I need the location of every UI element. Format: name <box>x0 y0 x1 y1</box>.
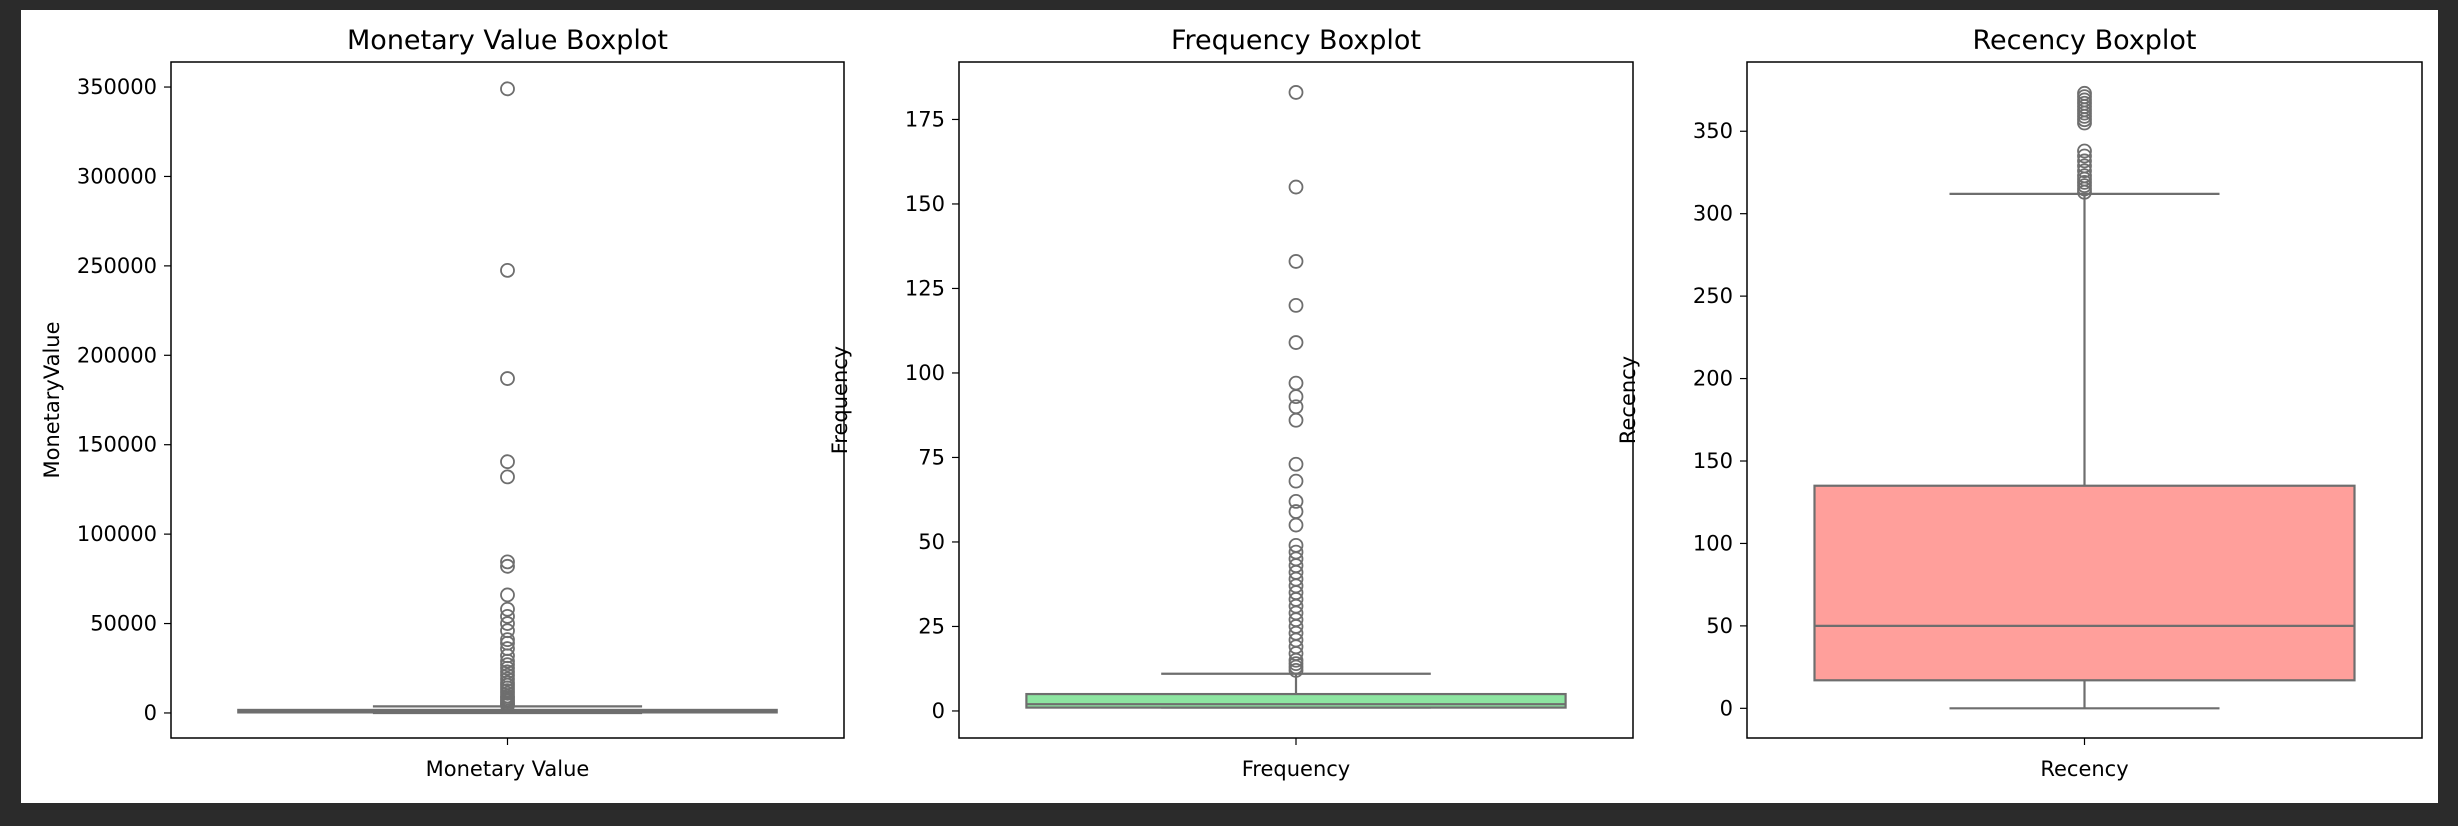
outlier-point <box>1288 297 1304 313</box>
boxplot-figure: Monetary Value Boxplot 0 50000 100000 150000… <box>40 25 2423 781</box>
outlier-point <box>500 554 515 570</box>
y-tick-label: 175 <box>905 107 945 131</box>
y-tick-label: 150 <box>1693 449 1733 473</box>
outlier-point <box>1288 663 1304 678</box>
y-tick-label: 75 <box>918 445 945 469</box>
plot-frame <box>1746 61 2423 739</box>
outlier-point <box>500 632 515 648</box>
y-tick-label: 50 <box>918 530 945 554</box>
outlier-point <box>1288 412 1304 428</box>
plot-frame <box>958 61 1634 739</box>
outlier-point <box>500 660 515 676</box>
y-tick-label: 25 <box>918 614 945 638</box>
outlier-point <box>2077 163 2092 179</box>
y-tick-label: 200 <box>1693 367 1733 391</box>
y-tick-label: 350 <box>1693 119 1733 143</box>
y-tick-label: 300000 <box>77 164 157 188</box>
outlier-point <box>500 454 515 470</box>
outlier-point <box>2077 115 2092 131</box>
y-tick-label: 0 <box>1720 696 1733 720</box>
y-tick-label: 0 <box>932 699 945 723</box>
outlier-point <box>500 698 515 713</box>
boxplot-panel-2: Frequency Boxplot 0 25 50 75 100 125 150 175 Freq… <box>828 25 1634 781</box>
y-tick-label: 0 <box>144 701 157 725</box>
outlier-point <box>500 657 515 673</box>
y-tick-label: 350000 <box>77 75 157 99</box>
outlier-point <box>1288 493 1304 509</box>
y-tick-label: 250000 <box>77 254 157 278</box>
outlier-point <box>1288 375 1304 391</box>
figure: Monetary Value Boxplot 0 50000 100000 150000… <box>21 10 2438 803</box>
outlier-point <box>1288 517 1304 533</box>
iqr-box <box>1025 692 1567 709</box>
outlier-point <box>500 469 515 485</box>
y-tick-label: 150000 <box>77 433 157 457</box>
x-tick-label: Recency <box>2040 757 2128 781</box>
y-tick-label: 300 <box>1693 202 1733 226</box>
outlier-point <box>500 371 515 386</box>
outlier-point <box>2077 143 2092 159</box>
y-tick-label: 50 <box>1706 614 1733 638</box>
outlier-point <box>1288 473 1304 489</box>
boxplot-panel-3: Recency Boxplot 0 50 100 150 200 250 300 350 Rece… <box>1616 25 2423 781</box>
outlier-point <box>2077 184 2092 200</box>
y-tick-label: 50000 <box>90 612 157 636</box>
outlier-point <box>500 587 515 603</box>
iqr-box <box>1813 484 2356 682</box>
x-tick-label: Monetary Value <box>426 757 590 781</box>
outlier-point <box>1288 85 1304 100</box>
outlier-point <box>1288 335 1304 350</box>
outlier-point <box>1288 456 1304 472</box>
outlier-point <box>500 608 515 624</box>
y-tick-label: 100000 <box>77 522 157 546</box>
x-tick-label: Frequency <box>1242 757 1351 781</box>
y-tick-label: 200000 <box>77 343 157 367</box>
chart-title: Monetary Value Boxplot <box>347 25 668 56</box>
y-tick-label: 250 <box>1693 284 1733 308</box>
outlier-point <box>500 262 515 278</box>
y-axis-label: Frequency <box>828 346 852 455</box>
outlier-point <box>1288 389 1304 405</box>
outlier-point <box>500 601 515 617</box>
y-tick-label: 100 <box>905 361 945 385</box>
outlier-point <box>1288 254 1304 269</box>
outlier-point <box>500 81 515 97</box>
outlier-point <box>1288 399 1304 415</box>
outlier-point <box>2077 148 2092 164</box>
y-axis-label: MonetaryValue <box>40 321 64 478</box>
outlier-point <box>1288 179 1304 195</box>
plot-frame <box>170 61 845 739</box>
outlier-point <box>500 616 515 631</box>
y-tick-label: 100 <box>1693 531 1733 555</box>
chart-title: Recency Boxplot <box>1972 25 2196 56</box>
y-tick-label: 125 <box>905 276 945 300</box>
boxplot-panel-1: Monetary Value Boxplot 0 50000 100000 150000… <box>40 25 845 781</box>
outlier-point <box>500 558 515 574</box>
outlier-point <box>500 671 515 687</box>
y-axis-label: Recency <box>1616 356 1640 444</box>
chart-title: Frequency Boxplot <box>1171 25 1421 56</box>
outlier-point <box>500 653 515 669</box>
y-tick-label: 150 <box>905 192 945 216</box>
outlier-point <box>2077 153 2092 169</box>
outlier-point <box>1288 504 1304 519</box>
